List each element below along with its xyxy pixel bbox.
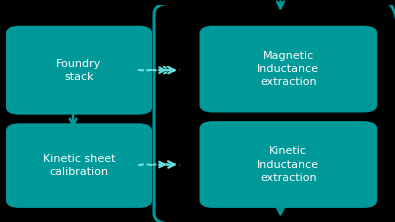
- Text: Foundry
stack: Foundry stack: [56, 59, 102, 82]
- Text: Kinetic
Inductance
extraction: Kinetic Inductance extraction: [257, 146, 320, 183]
- FancyBboxPatch shape: [199, 121, 377, 208]
- Text: Kinetic sheet
calibration: Kinetic sheet calibration: [43, 154, 115, 177]
- FancyBboxPatch shape: [6, 123, 152, 208]
- FancyBboxPatch shape: [199, 26, 377, 113]
- FancyBboxPatch shape: [6, 26, 152, 115]
- Text: Magnetic
Inductance
extraction: Magnetic Inductance extraction: [257, 51, 320, 87]
